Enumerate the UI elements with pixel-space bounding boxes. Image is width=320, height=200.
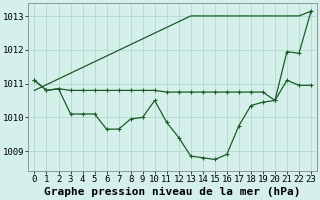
X-axis label: Graphe pression niveau de la mer (hPa): Graphe pression niveau de la mer (hPa) bbox=[44, 187, 301, 197]
